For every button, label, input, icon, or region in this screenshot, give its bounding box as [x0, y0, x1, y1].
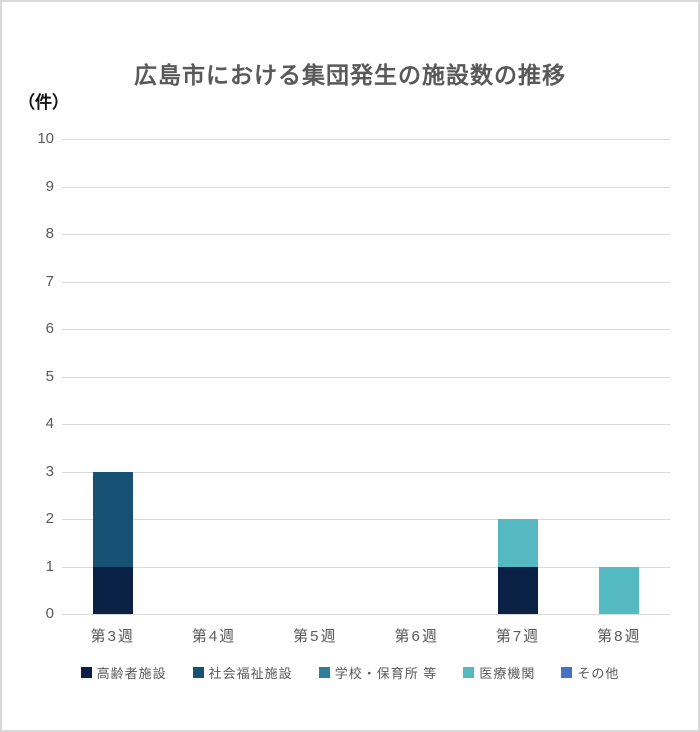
legend-label: 医療機関 [479, 666, 536, 681]
y-axis-unit-label: （件） [18, 93, 69, 112]
legend-swatch-icon [80, 667, 92, 678]
legend-item: その他 [561, 663, 619, 682]
legend-item: 高齢者施設 [80, 663, 167, 682]
gridline [62, 139, 670, 140]
gridline [62, 234, 670, 235]
legend-label: その他 [577, 666, 620, 681]
gridline [62, 519, 670, 520]
y-tick-label: 9 [45, 177, 54, 195]
bar-segment [92, 471, 133, 567]
y-tick-label: 2 [45, 510, 54, 527]
y-tick-label: 1 [45, 557, 54, 575]
bar-segment [599, 566, 640, 614]
gridline [62, 376, 670, 378]
gridline [62, 566, 670, 568]
legend: 高齢者施設 社会福祉施設 学校・保育所 等 医療機関 その他 [2, 663, 698, 682]
chart-title: 広島市における集団発生の施設数の推移 [134, 62, 566, 88]
legend-swatch-icon [561, 667, 573, 678]
gridline [62, 424, 670, 425]
x-category-label: 第7週 [495, 628, 541, 645]
legend-swatch-icon [463, 667, 475, 678]
y-tick-label: 10 [37, 130, 54, 147]
y-tick-label: 3 [45, 462, 54, 480]
gridline [62, 186, 670, 188]
gridline [62, 329, 670, 330]
y-tick-label: 5 [45, 367, 54, 385]
y-tick-label: 4 [45, 415, 54, 432]
x-category-label: 第5週 [293, 628, 338, 645]
legend-item: 学校・保育所 等 [318, 663, 438, 682]
x-category-label: 第4週 [191, 628, 237, 645]
bar-segment [92, 566, 133, 614]
y-tick-label: 6 [45, 320, 54, 337]
legend-label: 社会福祉施設 [208, 666, 293, 681]
y-tick-label: 8 [45, 225, 54, 242]
gridline [62, 281, 670, 283]
legend-item: 医療機関 [463, 663, 535, 682]
legend-item: 社会福祉施設 [192, 663, 293, 682]
y-tick-label: 0 [45, 605, 54, 622]
gridline [62, 471, 670, 473]
legend-label: 高齢者施設 [96, 666, 167, 681]
legend-swatch-icon [192, 667, 204, 678]
x-category-label: 第8週 [597, 628, 642, 645]
x-category-label: 第6週 [394, 628, 439, 645]
bar-segment [498, 519, 538, 567]
bar-segment [498, 566, 538, 614]
y-tick-label: 7 [45, 272, 54, 290]
legend-swatch-icon [318, 667, 330, 678]
x-category-label: 第3週 [90, 628, 135, 645]
gridline [62, 614, 670, 615]
legend-label: 学校・保育所 等 [334, 666, 438, 681]
